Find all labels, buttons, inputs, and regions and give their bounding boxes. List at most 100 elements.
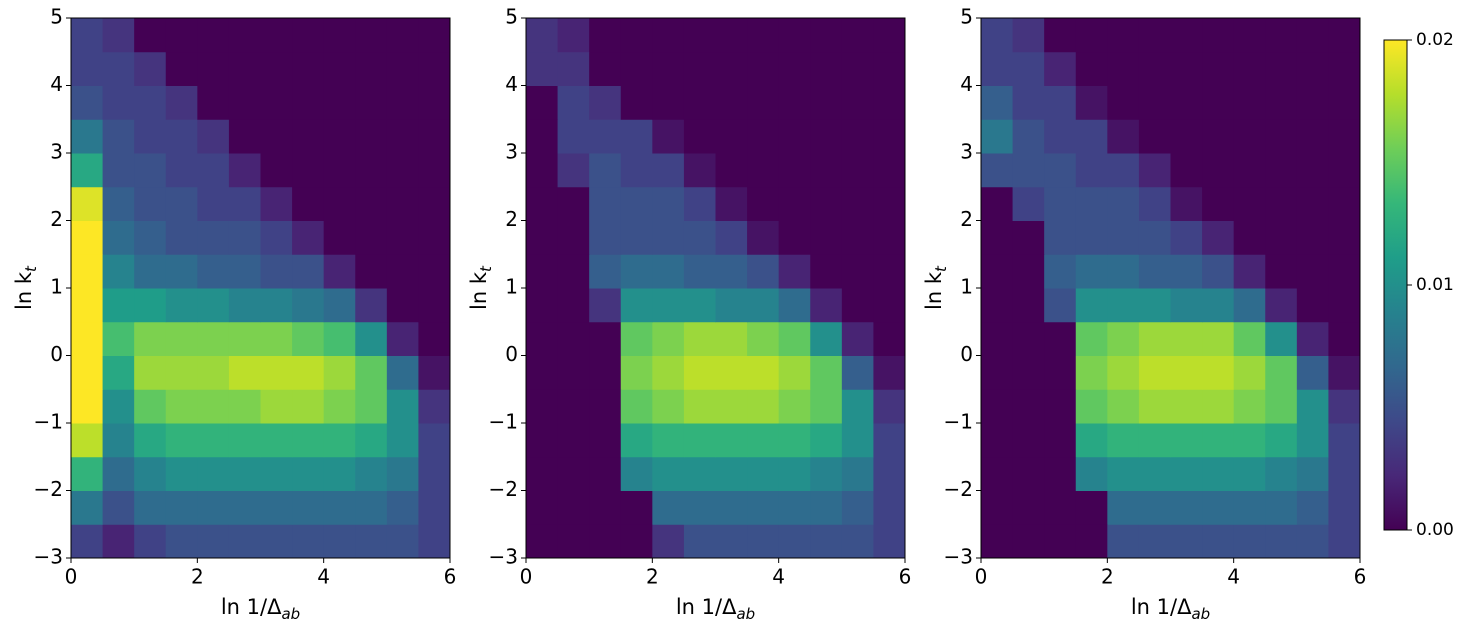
heat-cell [683, 456, 716, 491]
heat-cell [557, 186, 590, 221]
y-tick-label: 0 [505, 342, 518, 366]
heat-cell [557, 389, 590, 424]
heat-cell [526, 389, 559, 424]
heat-cell [841, 456, 874, 491]
heat-cell [102, 85, 135, 120]
heat-cell [1328, 355, 1361, 390]
heat-cell [292, 18, 325, 53]
heat-cell [165, 321, 198, 356]
x-tick-label: 0 [520, 565, 533, 589]
heat-cell [228, 355, 261, 390]
heat-cell [1075, 355, 1108, 390]
heat-cell [683, 85, 716, 120]
heat-cell [873, 51, 906, 86]
heat-cell [292, 220, 325, 255]
heat-cell [589, 220, 622, 255]
heat-cell [652, 355, 685, 390]
heat-cell [778, 423, 811, 458]
heat-cell [1044, 288, 1077, 323]
heat-cell [810, 321, 843, 356]
heat-cell [418, 51, 451, 86]
heat-cell [386, 288, 419, 323]
heat-cell [747, 524, 780, 559]
y-tick-label: 2 [50, 207, 63, 231]
y-tick-label: −2 [489, 477, 518, 501]
heat-cell [1202, 85, 1235, 120]
heat-cell [873, 355, 906, 390]
heat-cell [715, 456, 748, 491]
heat-cell [1012, 456, 1045, 491]
heat-cell [1075, 18, 1108, 53]
heat-cell [355, 321, 388, 356]
heat-cell [1170, 220, 1203, 255]
heat-cell [1233, 220, 1266, 255]
heat-cell [355, 288, 388, 323]
y-tick-label: −1 [944, 410, 973, 434]
heat-cell [557, 524, 590, 559]
heat-cell [1170, 119, 1203, 154]
heat-cell [323, 220, 356, 255]
heat-cell [292, 85, 325, 120]
heat-cell [165, 423, 198, 458]
heat-cell [589, 490, 622, 525]
heat-cell [228, 490, 261, 525]
heat-cell [102, 51, 135, 86]
y-axis-label: ln kt [12, 265, 40, 310]
heat-cell [620, 288, 653, 323]
heat-cell [1296, 524, 1329, 559]
heat-cell [841, 355, 874, 390]
heat-cell [981, 153, 1014, 188]
heat-cell [526, 288, 559, 323]
heat-cell [1233, 153, 1266, 188]
heat-cell [1107, 119, 1140, 154]
y-tick-label: −3 [944, 545, 973, 569]
heat-cell [1012, 51, 1045, 86]
heat-cell [778, 220, 811, 255]
heat-cell [71, 254, 104, 289]
heat-cell [1138, 490, 1171, 525]
heat-cell [1075, 456, 1108, 491]
heat-cell [1044, 423, 1077, 458]
heat-cell [1265, 524, 1298, 559]
heat-cell [652, 18, 685, 53]
heat-cell [418, 186, 451, 221]
heat-cell [981, 288, 1014, 323]
heat-cell [1075, 51, 1108, 86]
heat-cell [526, 18, 559, 53]
heat-cell [1328, 119, 1361, 154]
heat-cell [715, 85, 748, 120]
heat-cell [1107, 18, 1140, 53]
heat-cell [323, 490, 356, 525]
heat-cell [683, 51, 716, 86]
heat-cell [165, 456, 198, 491]
heat-cell [557, 51, 590, 86]
heat-cell [747, 18, 780, 53]
heat-cell [386, 51, 419, 86]
y-tick-label: 4 [505, 72, 518, 96]
heat-cell [1138, 153, 1171, 188]
heat-cell [165, 153, 198, 188]
heat-cell [1012, 524, 1045, 559]
heat-cell [228, 51, 261, 86]
heat-cell [747, 186, 780, 221]
heat-cell [102, 389, 135, 424]
heat-cell [418, 18, 451, 53]
heat-cell [1012, 85, 1045, 120]
heat-cell [1233, 254, 1266, 289]
heat-cell [1296, 355, 1329, 390]
heat-cell [652, 186, 685, 221]
heat-cell [557, 355, 590, 390]
colorbar-tick-label: 0.01 [1416, 275, 1454, 295]
heat-cell [71, 490, 104, 525]
heat-cell [102, 186, 135, 221]
heat-cell [165, 288, 198, 323]
heat-cell [1012, 355, 1045, 390]
heat-cell [683, 254, 716, 289]
heat-cell [1138, 85, 1171, 120]
heat-cell [683, 119, 716, 154]
x-axis-label: ln 1/Δab [676, 595, 755, 623]
heat-cell [1107, 423, 1140, 458]
heat-cell [1202, 51, 1235, 86]
heat-cell [323, 153, 356, 188]
heat-cell [418, 254, 451, 289]
